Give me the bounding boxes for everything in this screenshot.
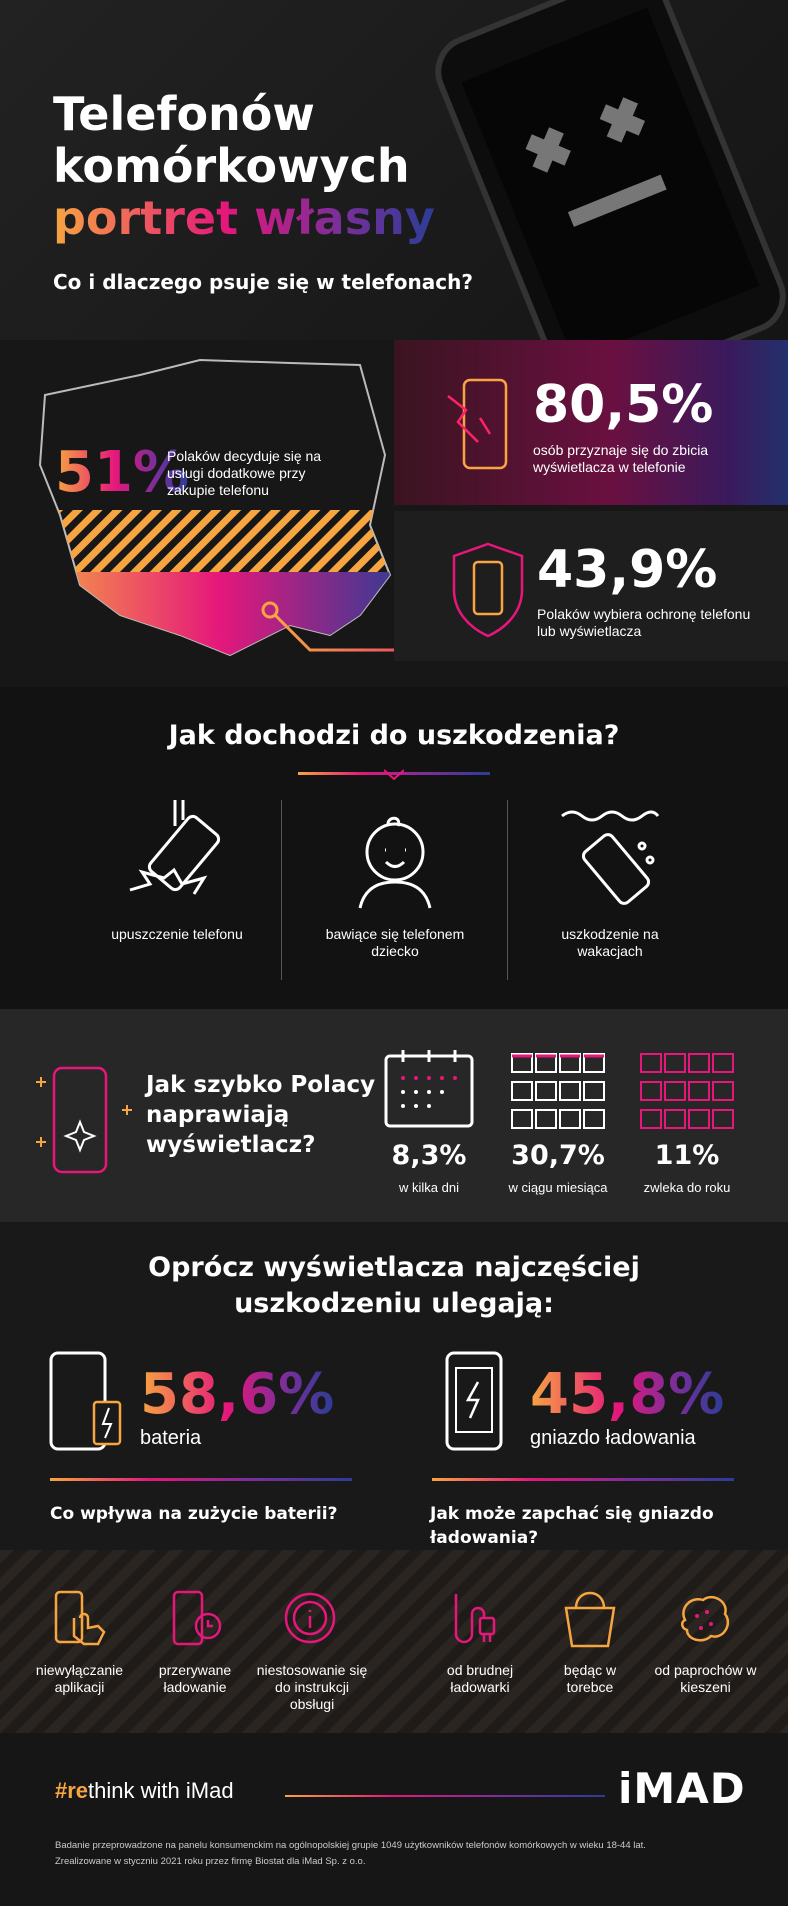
cause-label: uszkodzenie na wakacjach	[561, 926, 659, 959]
cause-label: będąc w torebce	[563, 1662, 617, 1695]
charging-port-icon	[445, 1351, 503, 1451]
drop-icon	[129, 800, 221, 895]
divider	[285, 1795, 605, 1797]
stat-value: 51%	[55, 440, 190, 505]
calendar-icon	[384, 1050, 474, 1128]
note: Zrealizowane w styczniu 2021 roku przez …	[55, 1856, 366, 1867]
protection-box	[394, 511, 788, 661]
calendars-icon	[640, 1053, 734, 1129]
manual-icon	[284, 1592, 336, 1644]
hashtag-prefix: #re	[55, 1778, 89, 1803]
stat-text: Polaków wybiera ochronę telefonu lub wyś…	[537, 606, 751, 639]
stat-value: 43,9%	[537, 540, 718, 600]
item-label: bateria	[140, 1427, 202, 1449]
broken-phone	[435, 0, 786, 340]
question: Jak może zapchać się gniazdo ładowania?	[430, 1504, 714, 1548]
child-icon	[358, 816, 432, 909]
calendars-icon	[511, 1053, 605, 1129]
repair-label: w kilka dni	[399, 1180, 459, 1195]
title-line: portret własny	[53, 191, 435, 245]
other-bg	[0, 1222, 788, 1550]
cause-label: niestosowanie się do instrukcji obsługi	[256, 1662, 368, 1712]
damage-bg	[0, 687, 788, 1009]
repair-bg	[0, 1009, 788, 1222]
divider	[298, 772, 490, 775]
repair-label: zwleka do roku	[643, 1180, 731, 1195]
section-title: Oprócz wyświetlacza najczęściej uszkodze…	[148, 1252, 640, 1319]
shield-icon	[452, 542, 524, 638]
app-icon	[54, 1590, 106, 1646]
divider	[432, 1478, 734, 1481]
cause-label: bawiące się telefonem dziecko	[325, 926, 465, 959]
question: Co wpływa na zużycie baterii?	[50, 1504, 338, 1524]
charge-icon	[172, 1590, 222, 1646]
hashtag-rest: think with iMad	[88, 1778, 234, 1803]
logo: iMAD	[618, 1764, 746, 1813]
repair-label: w ciągu miesiąca	[508, 1180, 608, 1195]
item-label: gniazdo ładowania	[530, 1427, 696, 1449]
stat-text: osób przyznaje się do zbicia wyświetlacz…	[533, 442, 709, 475]
title-line: Telefonów	[53, 87, 315, 141]
separator	[281, 800, 282, 980]
cracked-phone-icon	[447, 378, 508, 470]
repair-value: 11%	[654, 1140, 720, 1171]
separator	[507, 800, 508, 980]
lint-icon	[681, 1595, 730, 1642]
battery-icon	[49, 1351, 122, 1451]
charger-icon	[454, 1594, 496, 1644]
subtitle: Co i dlaczego psuje się w telefonach?	[53, 270, 473, 294]
footer-bg	[0, 1733, 788, 1906]
hashtag: #rethink with iMad	[55, 1778, 234, 1804]
causes-bg	[0, 1550, 788, 1733]
cause-label: od paprochów w kieszeni	[654, 1662, 757, 1695]
bag-icon	[564, 1591, 616, 1648]
phone-sparkle-icon	[36, 1066, 132, 1174]
section-title: Jak dochodzi do uszkodzenia?	[168, 720, 620, 751]
cause-label: przerywane ładowanie	[158, 1662, 232, 1695]
divider	[50, 1478, 352, 1481]
title-line: komórkowych	[53, 139, 410, 193]
notes: Badanie przeprowadzone na panelu konsume…	[55, 1838, 755, 1870]
item-value: 58,6%	[140, 1362, 335, 1427]
cause-label: niewyłączanie aplikacji	[35, 1662, 124, 1695]
stat-value: 80,5%	[533, 375, 714, 435]
cause-label: upuszczenie telefonu	[111, 926, 243, 942]
poland-map	[38, 358, 410, 657]
notch	[384, 769, 404, 780]
section-title: Jak szybko Polacy naprawiają wyświetlacz…	[146, 1072, 376, 1158]
note: Badanie przeprowadzone na panelu konsume…	[55, 1840, 646, 1851]
repair-value: 8,3%	[391, 1140, 467, 1171]
water-icon	[561, 810, 660, 905]
repair-value: 30,7%	[511, 1140, 605, 1171]
item-value: 45,8%	[530, 1362, 725, 1427]
title: Telefonów komórkowych portret własny	[53, 88, 435, 244]
cause-label: od brudnej ładowarki	[446, 1662, 514, 1695]
stat-text: Polaków decyduje się na usługi dodatkowe…	[167, 448, 322, 498]
